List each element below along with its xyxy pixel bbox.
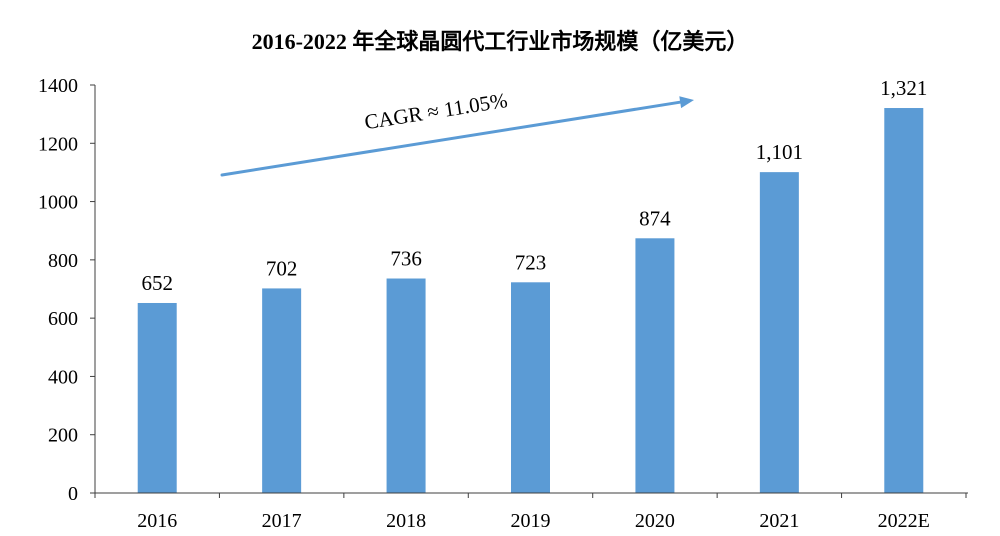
y-tick-label-800: 800 [48, 250, 78, 272]
data-labels-group: 652 702 736 723 874 1,101 1,321 [141, 76, 927, 295]
data-label-2016: 652 [141, 271, 173, 295]
bar-2017 [262, 288, 302, 493]
bars-group [137, 108, 924, 493]
x-tick-label-2022E: 2022E [878, 510, 930, 532]
bar-2022E [884, 108, 924, 493]
y-tick-label-1200: 1200 [38, 133, 78, 155]
data-label-2018: 736 [390, 247, 422, 271]
data-label-2019: 723 [515, 250, 547, 274]
y-tick-label-400: 400 [48, 366, 78, 388]
x-tick-label-2019: 2019 [511, 510, 551, 532]
data-label-2021: 1,101 [756, 140, 803, 164]
bar-2021 [759, 172, 799, 493]
y-tick-label-1400: 1400 [38, 75, 78, 97]
chart-title: 2016-2022 年全球晶圆代工行业市场规模（亿美元） [252, 29, 749, 54]
bar-2018 [386, 278, 426, 493]
bar-2020 [635, 238, 675, 493]
cagr-annotation-text: CAGR ≈ 11.05% [363, 88, 509, 134]
x-tick-label-2016: 2016 [137, 510, 177, 532]
bar-2016 [137, 302, 177, 493]
y-tick-label-0: 0 [68, 483, 78, 505]
y-tick-label-1000: 1000 [38, 192, 78, 214]
cagr-annotation-group: CAGR ≈ 11.05% [220, 88, 694, 177]
cagr-arrow-head-icon [679, 96, 694, 109]
y-tick-label-600: 600 [48, 308, 78, 330]
x-tick-label-2017: 2017 [262, 510, 302, 532]
x-tick-label-2018: 2018 [386, 510, 426, 532]
data-label-2017: 702 [266, 256, 298, 280]
bar-2019 [511, 282, 550, 493]
x-tick-label-2020: 2020 [635, 510, 675, 532]
data-label-2022E: 1,321 [880, 76, 927, 100]
x-tick-label-2021: 2021 [759, 510, 799, 532]
axes-group: 2016 2017 2018 2019 2020 2021 2022E 0 200 400 600 8… [38, 75, 968, 532]
data-label-2020: 874 [639, 206, 671, 230]
y-tick-label-200: 200 [48, 425, 78, 447]
cagr-arrow-line [220, 100, 682, 177]
